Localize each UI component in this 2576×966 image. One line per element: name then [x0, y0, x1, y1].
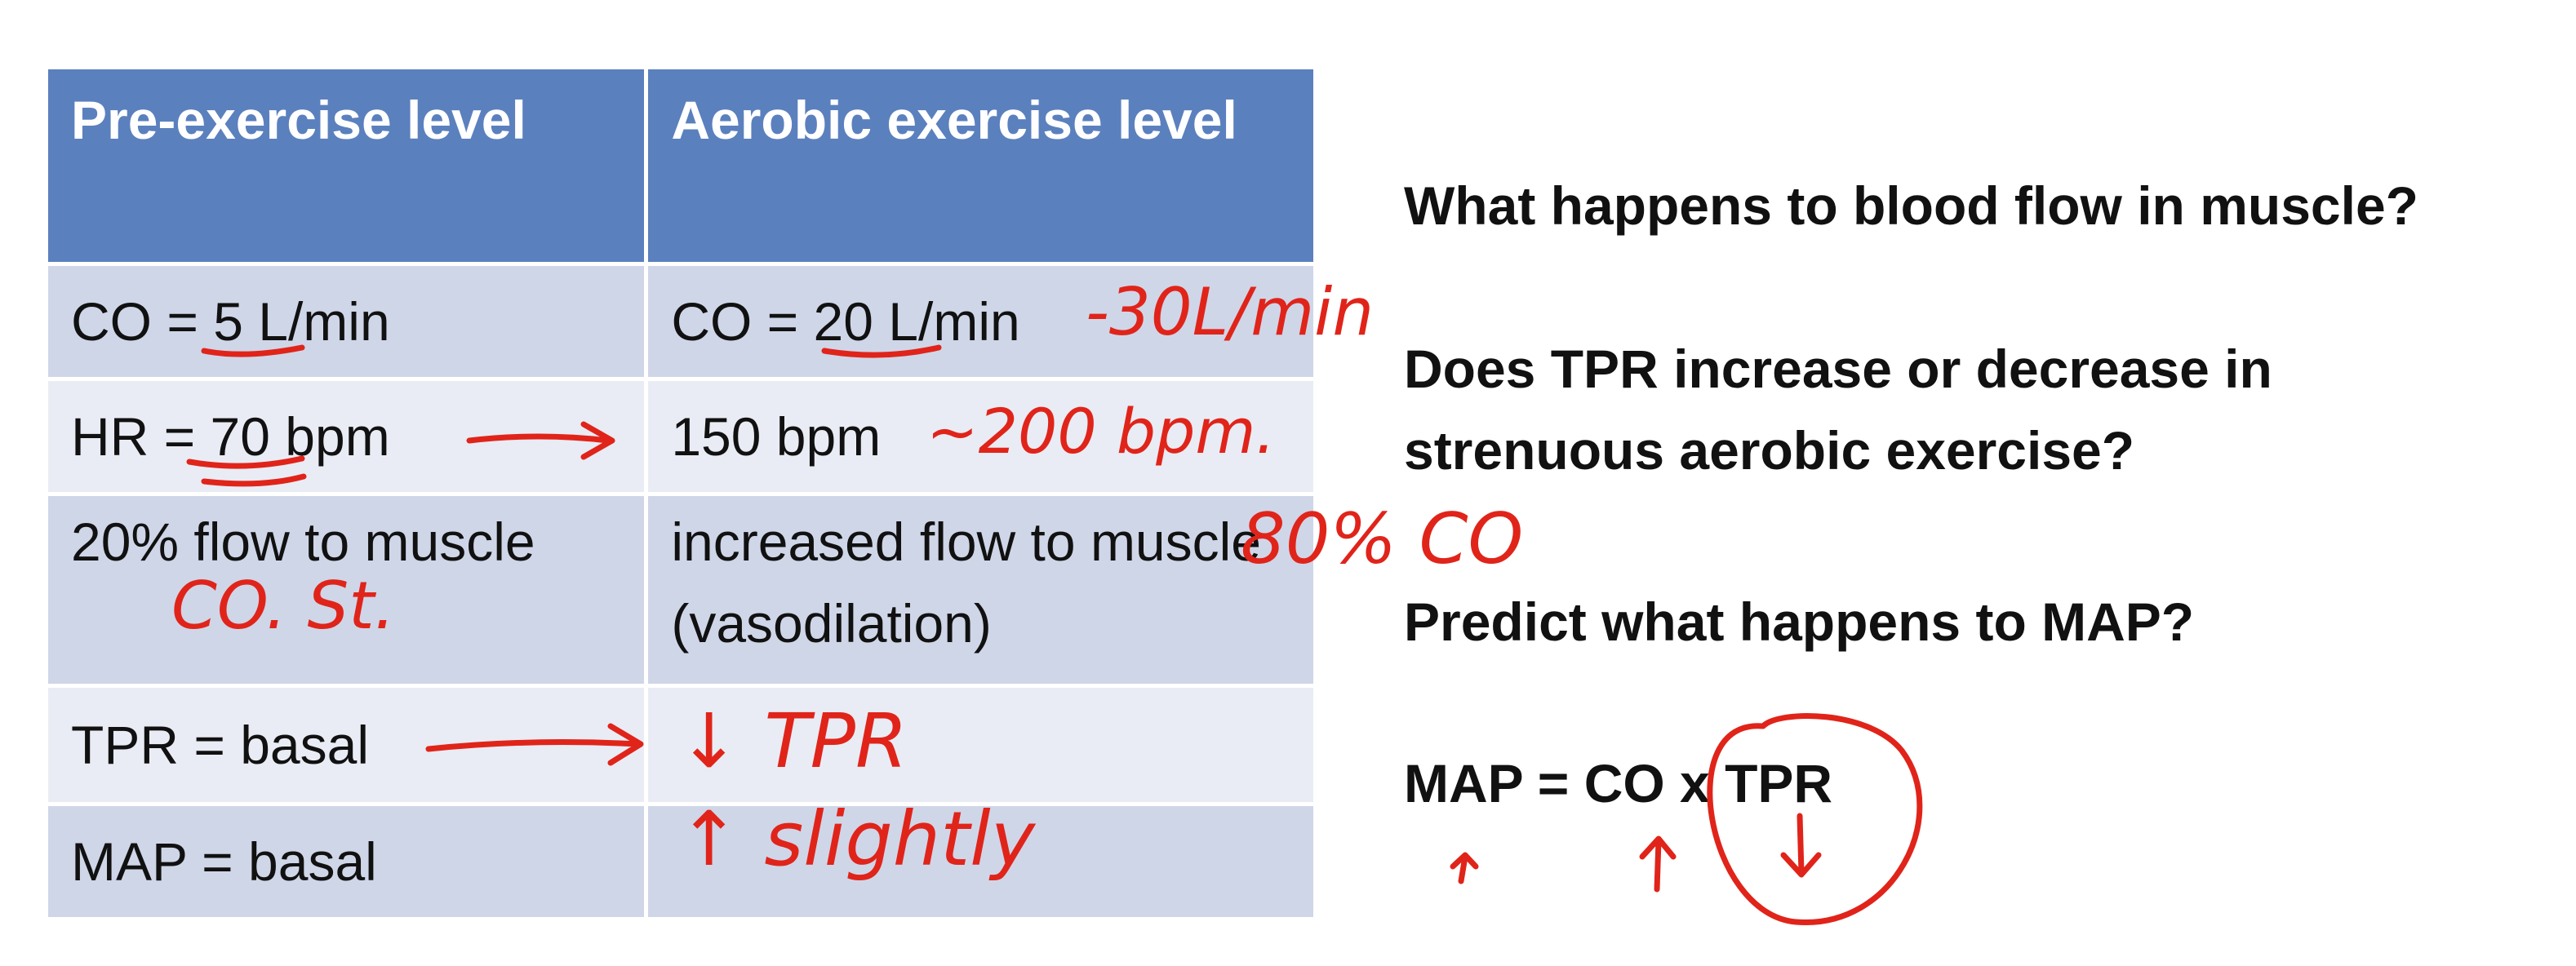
cell-pre-flow: 20% flow to muscle	[43, 492, 649, 688]
table-row: TPR = basal	[43, 684, 1317, 806]
question-tpr-line1: Does TPR increase or decrease in	[1404, 339, 2272, 399]
up-arrow-map	[1450, 852, 1479, 884]
cell-aerobic-flow: increased flow to muscle (vasodilation)	[644, 492, 1317, 688]
table-row: CO = 5 L/min CO = 20 L/min	[43, 262, 1317, 381]
comparison-table: Pre-exercise level Aerobic exercise leve…	[43, 65, 1317, 921]
cell-aerobic-tpr	[644, 684, 1317, 806]
cell-aerobic-map	[644, 802, 1317, 921]
header-pre-exercise: Pre-exercise level	[43, 65, 649, 266]
cell-pre-tpr: TPR = basal	[43, 684, 649, 806]
cell-pre-co: CO = 5 L/min	[43, 262, 649, 381]
cell-pre-map: MAP = basal	[43, 802, 649, 921]
table-row: 20% flow to muscle increased flow to mus…	[43, 492, 1317, 688]
question-blood-flow: What happens to blood flow in muscle?	[1404, 175, 2418, 236]
question-tpr-line2: strenuous aerobic exercise?	[1404, 420, 2135, 481]
table-row: HR = 70 bpm 150 bpm	[43, 377, 1317, 496]
cell-aerobic-co: CO = 20 L/min	[644, 262, 1317, 381]
cell-pre-hr: HR = 70 bpm	[43, 377, 649, 496]
up-arrow-co	[1639, 835, 1677, 893]
header-aerobic-exercise: Aerobic exercise level	[644, 65, 1317, 266]
down-arrow-tpr	[1780, 813, 1822, 878]
question-map: Predict what happens to MAP?	[1404, 592, 2195, 652]
table-row: MAP = basal	[43, 802, 1317, 921]
cell-aerobic-hr: 150 bpm	[644, 377, 1317, 496]
map-formula: MAP = CO x TPR	[1404, 753, 1833, 813]
table-header-row: Pre-exercise level Aerobic exercise leve…	[43, 65, 1317, 266]
